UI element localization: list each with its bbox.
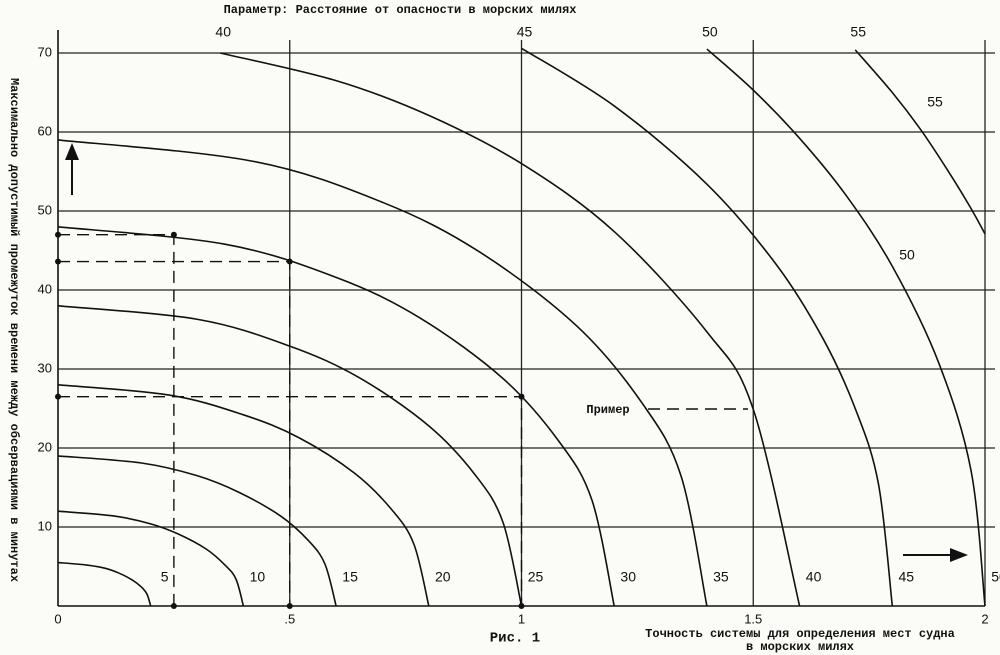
annotation: Пример <box>586 403 629 417</box>
curve-label: 10 <box>250 569 266 585</box>
example-point <box>170 231 177 238</box>
y-tick-label: 30 <box>38 360 52 375</box>
x-tick-label: 1 <box>518 611 525 626</box>
curve-label: 25 <box>528 569 544 585</box>
curve <box>521 47 894 607</box>
caption: Рис. 1 <box>490 631 540 647</box>
curve-label: 20 <box>435 569 451 585</box>
y-tick-label: 50 <box>38 202 52 217</box>
y-axis-label: Максимально допустимый промежуток времен… <box>7 78 22 582</box>
curve-label: 50 <box>702 24 718 40</box>
x-tick-label: 1.5 <box>744 611 762 626</box>
example-point <box>55 393 61 400</box>
arrow-up <box>65 143 79 195</box>
x-tick-label: 2 <box>981 611 988 626</box>
y-tick-label: 20 <box>38 439 52 454</box>
x-tick-label: 0 <box>54 611 61 626</box>
curve <box>706 48 986 607</box>
curve-label: 40 <box>806 569 822 585</box>
x-axis-label: в морских милях <box>746 640 854 654</box>
curve-label: 45 <box>899 569 915 585</box>
curve-label: 40 <box>215 24 231 40</box>
arrow-right <box>903 548 968 562</box>
curve-label: 55 <box>927 94 943 110</box>
y-tick-label: 70 <box>38 44 52 59</box>
example-point <box>286 258 293 265</box>
curve <box>57 226 615 607</box>
x-tick-label: .5 <box>284 611 295 626</box>
curve-label: 15 <box>342 569 358 585</box>
example-point <box>170 603 177 609</box>
y-tick-label: 40 <box>38 281 52 296</box>
chart-title: Параметр: Расстояние от опасности в морс… <box>224 3 577 17</box>
curve <box>57 455 337 607</box>
curve-label: 35 <box>713 569 729 585</box>
y-tick-label: 60 <box>38 123 52 138</box>
curve-label: 50 <box>991 569 1000 585</box>
example-point <box>286 603 293 609</box>
curve <box>57 305 523 607</box>
example-point <box>518 393 525 400</box>
curve-label: 30 <box>620 569 636 585</box>
example-point <box>55 258 61 265</box>
curve <box>220 52 801 607</box>
curve-label: 55 <box>850 24 866 40</box>
curve <box>57 510 245 607</box>
example-point <box>55 231 61 238</box>
curve <box>57 139 708 607</box>
curve-label: 45 <box>517 24 533 40</box>
x-axis-label: Точность системы для определения мест су… <box>645 627 955 641</box>
y-tick-label: 10 <box>38 518 52 533</box>
curve-label: 50 <box>899 247 915 263</box>
curve <box>57 561 152 607</box>
example-point <box>518 603 525 609</box>
curve <box>854 49 986 235</box>
curve <box>57 384 430 607</box>
curve-label: 5 <box>161 569 169 585</box>
